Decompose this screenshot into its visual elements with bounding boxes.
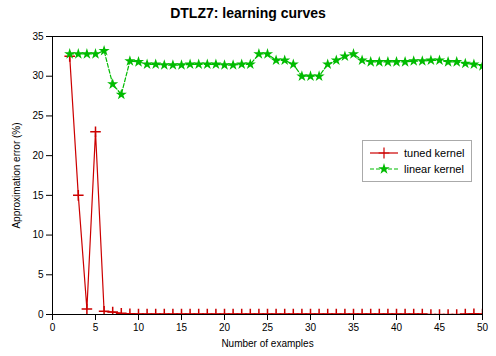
svg-text:20: 20 [32,150,44,161]
html-text:tuned kernel: tuned kernel [404,147,465,160]
svg-text:5: 5 [38,269,44,280]
svg-text:45: 45 [434,322,446,333]
svg-text:25: 25 [262,322,274,333]
svg-text:20: 20 [219,322,231,333]
svg-text:35: 35 [32,31,44,42]
svg-text:15: 15 [32,190,44,201]
svg-text:40: 40 [391,322,403,333]
svg-text:50: 50 [477,322,489,333]
svg-text:5: 5 [93,322,99,333]
svg-text:15: 15 [176,322,188,333]
svg-text:Number of examples: Number of examples [221,338,313,349]
svg-text:0: 0 [50,322,56,333]
html-text:DTLZ7: learning curves: DTLZ7: learning curves [170,5,326,21]
svg-text:0: 0 [38,309,44,320]
html-text:linear kernel: linear kernel [404,163,464,176]
svg-text:30: 30 [32,70,44,81]
svg-text:25: 25 [32,110,44,121]
svg-text:10: 10 [133,322,145,333]
svg-text:35: 35 [348,322,360,333]
svg-text:Approximation error (%): Approximation error (%) [11,122,22,228]
svg-text:30: 30 [305,322,317,333]
svg-text:10: 10 [32,229,44,240]
